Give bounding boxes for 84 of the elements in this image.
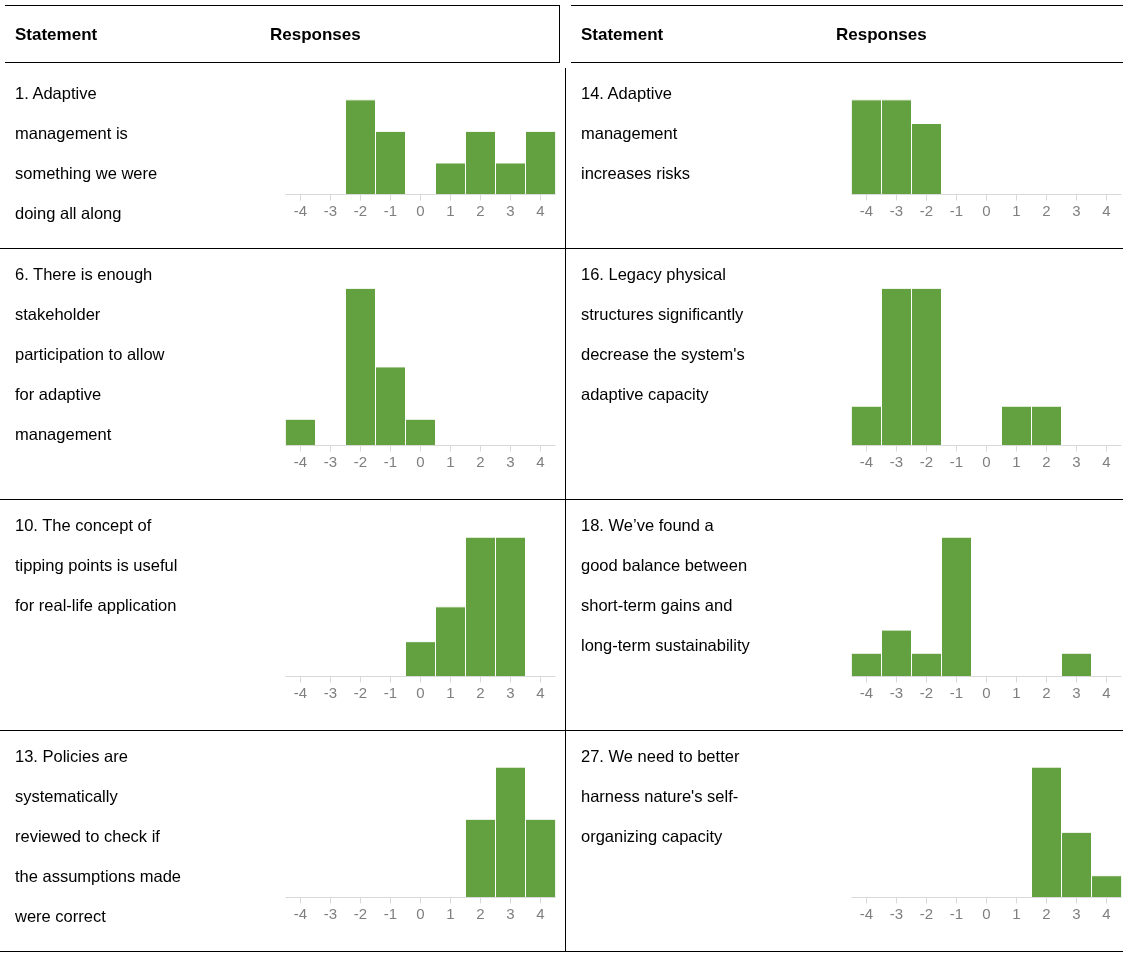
x-tick-label: -2 [919, 683, 934, 701]
x-tick-label: 3 [506, 201, 515, 219]
x-tick-label: -1 [949, 683, 964, 701]
x-tick-label: -4 [859, 683, 874, 701]
x-tick-label: 1 [1012, 904, 1021, 922]
x-tick-label: 0 [982, 683, 991, 701]
x-tick-label: -3 [323, 683, 338, 701]
x-tick-label: -4 [293, 683, 308, 701]
x-tick-label: 4 [536, 904, 545, 922]
x-tick-label: 1 [446, 904, 455, 922]
x-tick-label: 4 [536, 683, 545, 701]
x-tick-label: 2 [1042, 452, 1051, 470]
x-tick-label: -4 [859, 904, 874, 922]
x-tick-label: 2 [476, 452, 485, 470]
x-tick-label: -4 [293, 201, 308, 219]
x-tick-label: 0 [982, 201, 991, 219]
x-tick-label: 2 [1042, 904, 1051, 922]
text: Statement [15, 24, 99, 46]
x-tick-label: -3 [889, 683, 904, 701]
x-tick-label: -1 [383, 201, 398, 219]
x-tick-label: 4 [536, 452, 545, 470]
chart-title: 1. Adaptive management is something we were doing all along [15, 84, 158, 222]
x-tick-label: 3 [1072, 904, 1081, 922]
x-tick-label: -2 [353, 452, 368, 470]
x-tick-label: 2 [476, 904, 485, 922]
chart-title: 6. There is enough stakeholder participation to allow for adaptive management [15, 265, 165, 443]
x-tick-label: 0 [416, 201, 425, 219]
x-tick-label: -4 [293, 904, 308, 922]
x-tick-label: 2 [476, 201, 485, 219]
x-tick-label: 3 [506, 683, 515, 701]
x-tick-label: 0 [416, 452, 425, 470]
x-tick-label: 0 [416, 904, 425, 922]
x-tick-label: 3 [1072, 201, 1081, 219]
x-tick-label: -4 [293, 452, 308, 470]
x-tick-label: 4 [536, 201, 545, 219]
x-tick-label: -1 [949, 904, 964, 922]
x-tick-label: -4 [859, 452, 874, 470]
text: Responses [836, 24, 928, 46]
x-tick-label: 0 [982, 904, 991, 922]
x-tick-label: -3 [323, 452, 338, 470]
x-tick-label: 1 [1012, 452, 1021, 470]
x-tick-label: 1 [446, 683, 455, 701]
x-tick-label: -3 [323, 201, 338, 219]
x-tick-label: 4 [1102, 904, 1111, 922]
x-tick-label: -2 [919, 904, 934, 922]
x-tick-label: -2 [353, 683, 368, 701]
x-tick-label: -1 [383, 904, 398, 922]
x-tick-label: 4 [1102, 683, 1111, 701]
chart-title: 27. We need to better harness nature's self-organizing capacity [581, 747, 740, 845]
x-tick-label: 1 [1012, 683, 1021, 701]
x-tick-label: 2 [1042, 201, 1051, 219]
x-tick-label: -1 [949, 201, 964, 219]
x-tick-label: 3 [506, 452, 515, 470]
chart-title: 16. Legacy physical structures significantly decrease the system's adaptive capacity [581, 265, 745, 403]
x-tick-label: -2 [919, 201, 934, 219]
x-tick-label: 0 [982, 452, 991, 470]
x-tick-label: 4 [1102, 201, 1111, 219]
x-tick-label: 2 [1042, 683, 1051, 701]
x-tick-label: 0 [416, 683, 425, 701]
x-tick-label: 4 [1102, 452, 1111, 470]
x-tick-label: -2 [919, 452, 934, 470]
x-tick-label: -3 [323, 904, 338, 922]
x-tick-label: 3 [1072, 683, 1081, 701]
x-tick-label: -3 [889, 201, 904, 219]
x-tick-label: -4 [859, 201, 874, 219]
text: Statement [581, 24, 665, 46]
x-tick-label: -3 [889, 904, 904, 922]
x-tick-label: 1 [446, 201, 455, 219]
x-tick-label: 2 [476, 683, 485, 701]
chart-title: 13. Policies are systematically reviewed to check if the assumptions made were correct [15, 747, 182, 925]
x-tick-label: -2 [353, 904, 368, 922]
chart-title: 18. We’ve found a good balance between short-term gains and long-term sustainability [581, 516, 750, 654]
x-tick-label: -1 [949, 452, 964, 470]
x-tick-label: 3 [506, 904, 515, 922]
x-tick-label: 1 [446, 452, 455, 470]
x-tick-label: -3 [889, 452, 904, 470]
x-tick-label: -1 [383, 452, 398, 470]
text: Responses [270, 24, 362, 46]
x-tick-label: -2 [353, 201, 368, 219]
x-tick-label: -1 [383, 683, 398, 701]
chart-title: 10. The concept of tipping points is useful for real-life application [15, 516, 178, 614]
chart-title: 14. Adaptive management increases risks [581, 84, 691, 182]
x-tick-label: 3 [1072, 452, 1081, 470]
x-tick-label: 1 [1012, 201, 1021, 219]
